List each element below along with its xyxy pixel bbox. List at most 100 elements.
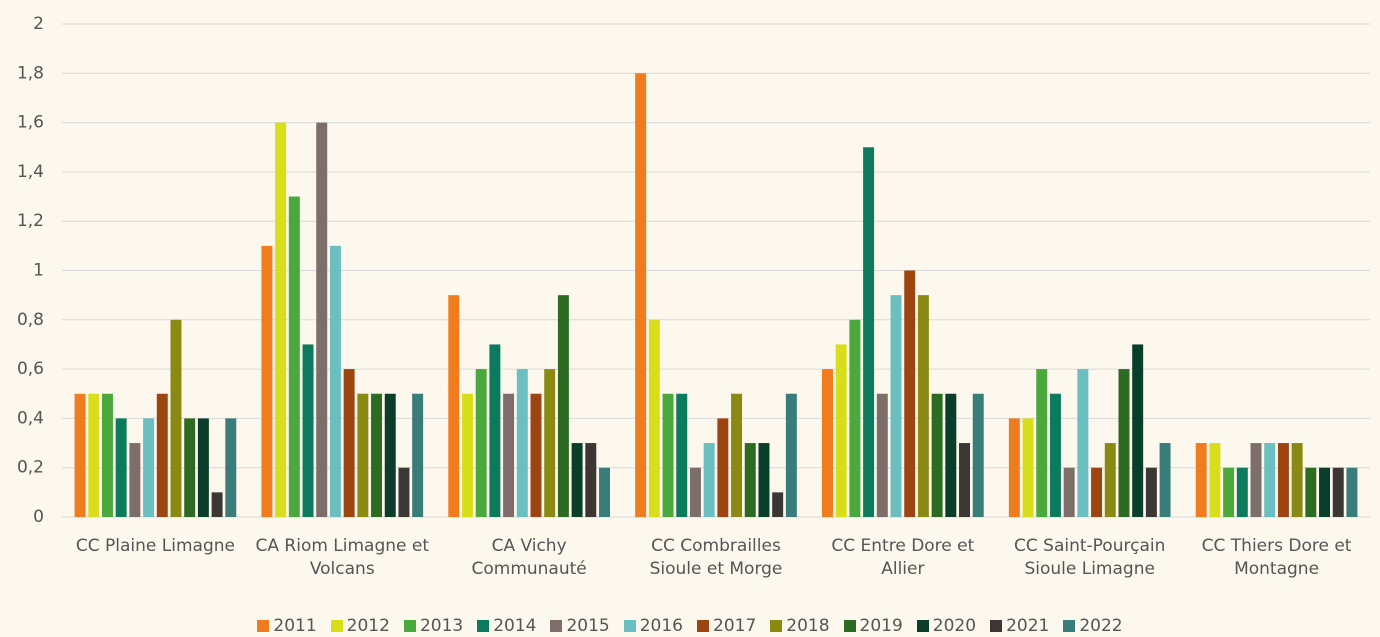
bar — [904, 270, 916, 517]
bar — [822, 369, 833, 517]
legend-swatch — [770, 620, 783, 632]
legend-swatch — [990, 620, 1003, 632]
bar — [329, 245, 341, 517]
bar — [530, 393, 542, 517]
bar — [1223, 467, 1235, 517]
bar — [343, 369, 355, 517]
bar — [571, 443, 583, 517]
legend-label: 2018 — [786, 616, 830, 636]
legend-swatch — [1063, 620, 1076, 632]
bar — [1022, 418, 1034, 517]
bar — [1159, 443, 1171, 517]
legend-label: 2016 — [639, 616, 683, 636]
x-tick-label: CC Entre Dore et Allier — [831, 536, 975, 579]
legend-label: 2022 — [1079, 616, 1123, 636]
bar — [717, 418, 729, 517]
bar — [357, 393, 369, 517]
bar — [1346, 467, 1358, 517]
legend-swatch — [843, 620, 856, 632]
bar — [371, 393, 383, 517]
bar — [516, 369, 528, 517]
bar — [648, 319, 660, 517]
bar — [448, 295, 460, 517]
legend-swatch — [477, 620, 490, 632]
bar — [412, 393, 424, 517]
bar — [475, 369, 487, 517]
bar — [662, 393, 674, 517]
x-tick-label: CC Saint-Pourçain Sioule Limagne — [1014, 536, 1166, 579]
bar — [261, 245, 273, 517]
bar — [503, 393, 515, 517]
legend-swatch — [623, 620, 636, 632]
legend: 2011 2012 2013 2014 2015 2016 2017 2018 2019 2020… — [0, 616, 1380, 636]
bar — [1104, 443, 1116, 517]
y-tick-label: 1 — [33, 261, 44, 281]
bar — [758, 443, 770, 517]
bar — [1209, 443, 1221, 517]
bar — [959, 443, 971, 517]
legend-item: 2014 — [477, 616, 536, 636]
bar — [557, 295, 569, 517]
bar — [115, 418, 127, 517]
legend-label: 2013 — [419, 616, 464, 636]
bar — [835, 344, 847, 517]
bar — [1319, 467, 1331, 517]
legend-item: 2018 — [770, 616, 830, 636]
bar — [275, 122, 287, 517]
bar — [1305, 467, 1317, 517]
bar — [890, 295, 902, 517]
y-tick-label: 1,2 — [17, 211, 44, 231]
bar — [849, 319, 861, 517]
bar — [931, 393, 943, 517]
bar — [211, 492, 223, 517]
bar — [917, 295, 929, 517]
bar — [599, 467, 610, 517]
bar — [972, 393, 984, 517]
bar — [703, 443, 715, 517]
legend-swatch — [403, 620, 416, 632]
bar — [184, 418, 196, 517]
bar — [945, 393, 957, 517]
bar — [544, 369, 556, 517]
bar — [635, 73, 647, 518]
bar — [143, 418, 155, 517]
legend-label: 2014 — [493, 616, 537, 636]
bar — [302, 344, 314, 517]
legend-item: 2016 — [623, 616, 683, 636]
bar — [1195, 443, 1207, 517]
legend-label: 2012 — [346, 616, 390, 636]
y-tick-label: 0,8 — [17, 310, 44, 330]
x-tick-label: CC Plaine Limagne — [75, 536, 235, 556]
bar — [1008, 418, 1020, 517]
legend-label: 2017 — [713, 616, 757, 636]
y-tick-label: 0,4 — [17, 408, 44, 428]
bar — [74, 393, 86, 517]
legend-item: 2013 — [403, 616, 464, 636]
legend-item: 2017 — [697, 616, 756, 636]
bar — [101, 393, 113, 517]
bar — [398, 467, 410, 517]
legend-label: 2015 — [566, 616, 610, 636]
bar — [1049, 393, 1061, 517]
bar — [461, 393, 473, 517]
legend-label: 2020 — [932, 616, 977, 636]
bar — [1332, 467, 1344, 517]
bar — [1091, 467, 1103, 517]
bar — [676, 393, 688, 517]
legend-label: 2021 — [1006, 616, 1050, 636]
legend-item: 2015 — [550, 616, 610, 636]
bar — [1063, 467, 1075, 517]
bar — [1250, 443, 1262, 517]
legend-item: 2012 — [330, 616, 390, 636]
legend-label: 2011 — [273, 616, 317, 636]
bar — [731, 393, 743, 517]
x-tick-label: CA Vichy Communauté — [471, 536, 587, 579]
bar — [288, 196, 300, 518]
bar — [785, 393, 797, 517]
y-tick-label: 1,6 — [17, 113, 44, 133]
x-tick-label: CC Combrailles Sioule et Morge — [649, 536, 783, 579]
bar — [1236, 467, 1248, 517]
bar — [1036, 369, 1048, 517]
